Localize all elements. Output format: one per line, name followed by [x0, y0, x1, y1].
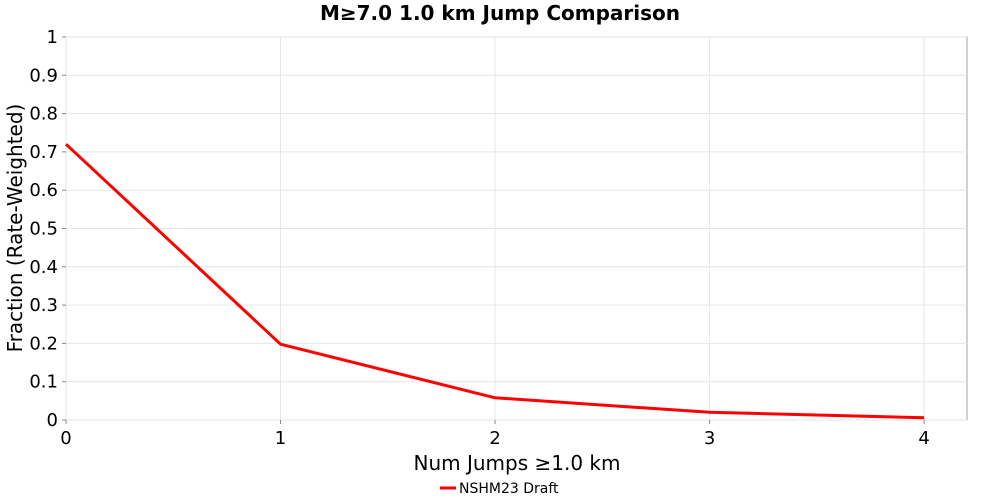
x-axis-label: Num Jumps ≥1.0 km — [414, 451, 621, 475]
y-tick-label: 0.7 — [29, 142, 58, 163]
y-tick-label: 0.5 — [29, 219, 58, 240]
axis-ticks: 0 1 2 3 4 0 0.1 0.2 0.3 0.4 0.5 0.6 0.7 0.8 0.9 1 — [29, 27, 929, 449]
y-tick-label: 0.2 — [29, 333, 58, 354]
y-tick-label: 0.4 — [29, 257, 58, 278]
legend: NSHM23 Draft — [440, 481, 559, 497]
x-tick-label: 1 — [275, 428, 286, 449]
y-axis-label: Fraction (Rate-Weighted) — [3, 104, 27, 353]
y-tick-label: 0.1 — [29, 372, 58, 393]
x-tick-label: 3 — [704, 428, 715, 449]
y-tick-label: 0.6 — [29, 180, 58, 201]
y-tick-label: 0.8 — [29, 104, 58, 125]
y-tick-label: 0.9 — [29, 65, 58, 86]
grid — [65, 36, 967, 421]
x-tick-label: 2 — [489, 428, 500, 449]
series-layer — [64, 143, 925, 420]
x-tick-label: 0 — [60, 428, 71, 449]
y-tick-label: 0 — [47, 410, 58, 431]
y-tick-label: 1 — [47, 27, 58, 48]
x-tick-label: 4 — [918, 428, 929, 449]
series-line — [64, 143, 925, 420]
legend-label: NSHM23 Draft — [459, 481, 559, 497]
chart-title: M≥7.0 1.0 km Jump Comparison — [320, 1, 680, 25]
y-tick-label: 0.3 — [29, 295, 58, 316]
